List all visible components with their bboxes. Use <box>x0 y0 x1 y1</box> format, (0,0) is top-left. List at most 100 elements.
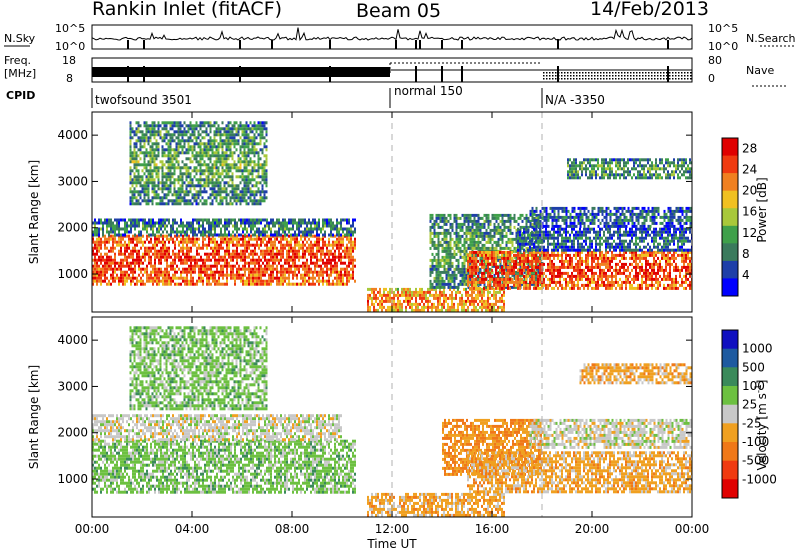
range-gate-cell <box>124 255 126 259</box>
range-gate-cell <box>168 279 170 283</box>
range-gate-cell <box>132 252 134 256</box>
range-gate-cell <box>146 267 148 271</box>
range-gate-cell <box>227 175 230 179</box>
range-gate-cell <box>230 233 232 237</box>
range-gate-cell <box>124 249 126 253</box>
range-gate-cell <box>449 261 452 265</box>
range-gate-cell <box>158 240 160 244</box>
range-gate-cell <box>437 296 439 300</box>
range-gate-cell <box>177 127 180 131</box>
range-gate-cell <box>485 228 488 232</box>
range-gate-cell <box>232 243 234 247</box>
range-gate-cell <box>199 169 202 173</box>
range-gate-cell <box>214 230 216 234</box>
range-gate-cell <box>211 178 214 182</box>
range-gate-cell <box>227 193 230 197</box>
range-gate-cell <box>108 249 110 253</box>
range-gate-cell <box>211 193 214 197</box>
range-gate-cell <box>256 261 258 265</box>
range-gate-cell <box>314 227 316 231</box>
range-gate-cell <box>229 154 232 158</box>
range-gate-cell <box>179 169 182 173</box>
range-gate-cell <box>112 270 114 274</box>
range-gate-cell <box>257 175 260 179</box>
range-gate-cell <box>235 130 238 134</box>
range-gate-cell <box>220 237 222 241</box>
range-gate-cell <box>217 157 220 161</box>
range-gate-cell <box>258 255 260 259</box>
range-gate-cell <box>215 196 218 200</box>
range-gate-cell <box>167 148 170 152</box>
range-gate-cell <box>183 166 186 170</box>
range-gate-cell <box>264 224 266 228</box>
range-gate-cell <box>445 273 448 277</box>
range-gate-cell <box>169 199 172 203</box>
range-gate-cell <box>272 279 274 283</box>
range-gate-cell <box>463 255 466 259</box>
range-gate-cell <box>469 225 472 229</box>
range-gate-cell <box>477 243 480 247</box>
range-gate-cell <box>134 233 136 237</box>
range-gate-cell <box>485 270 488 274</box>
range-gate-cell <box>483 246 486 250</box>
range-gate-cell <box>187 175 190 179</box>
range-gate-cell <box>304 255 306 259</box>
range-gate-cell <box>207 178 210 182</box>
range-gate-cell <box>206 258 208 262</box>
range-gate-cell <box>251 190 254 194</box>
range-gate-cell <box>483 290 485 294</box>
range-gate-cell <box>110 267 112 271</box>
range-gate-cell <box>247 142 250 146</box>
range-gate-cell <box>465 216 468 220</box>
range-gate-cell <box>197 145 200 149</box>
range-gate-cell <box>118 224 120 228</box>
range-gate-cell <box>477 234 480 238</box>
range-gate-cell <box>501 305 503 309</box>
range-gate-cell <box>229 178 232 182</box>
range-gate-cell <box>308 243 310 247</box>
range-gate-cell <box>425 296 427 300</box>
range-gate-cell <box>485 299 487 303</box>
range-gate-cell <box>243 154 246 158</box>
range-gate-cell <box>151 169 154 173</box>
range-gate-cell <box>232 267 234 271</box>
range-gate-cell <box>483 302 485 306</box>
range-gate-cell <box>290 270 292 274</box>
range-gate-cell <box>487 222 490 226</box>
range-gate-cell <box>389 293 391 297</box>
range-gate-cell <box>441 213 444 217</box>
range-gate-cell <box>153 154 156 158</box>
range-gate-cell <box>533 231 536 235</box>
range-gate-cell <box>173 163 176 167</box>
range-gate-cell <box>100 240 102 244</box>
range-gate-cell <box>126 270 128 274</box>
range-gate-cell <box>477 290 479 294</box>
range-gate-cell <box>286 270 288 274</box>
range-gate-cell <box>513 225 516 229</box>
range-gate-cell <box>344 261 346 265</box>
range-gate-cell <box>298 221 300 225</box>
range-gate-cell <box>92 240 94 244</box>
range-gate-cell <box>443 249 446 253</box>
range-gate-cell <box>465 225 468 229</box>
range-gate-cell <box>225 154 228 158</box>
range-gate-cell <box>257 127 260 131</box>
range-gate-cell <box>294 249 296 253</box>
range-gate-cell <box>141 136 144 140</box>
range-gate-cell <box>505 267 508 271</box>
range-gate-cell <box>206 246 208 250</box>
range-gate-cell <box>527 246 530 250</box>
range-gate-cell <box>435 290 437 294</box>
range-gate-cell <box>147 190 150 194</box>
freq-tick-bottom: 8 <box>66 72 73 85</box>
range-gate-cell <box>211 202 214 206</box>
range-gate-cell <box>189 136 192 140</box>
range-gate-cell <box>344 273 346 277</box>
range-gate-cell <box>207 184 210 188</box>
range-gate-cell <box>218 282 220 286</box>
range-gate-cell <box>211 151 214 155</box>
range-gate-cell <box>258 233 260 237</box>
range-gate-cell <box>223 130 226 134</box>
range-gate-cell <box>230 267 232 271</box>
range-gate-cell <box>217 124 220 128</box>
